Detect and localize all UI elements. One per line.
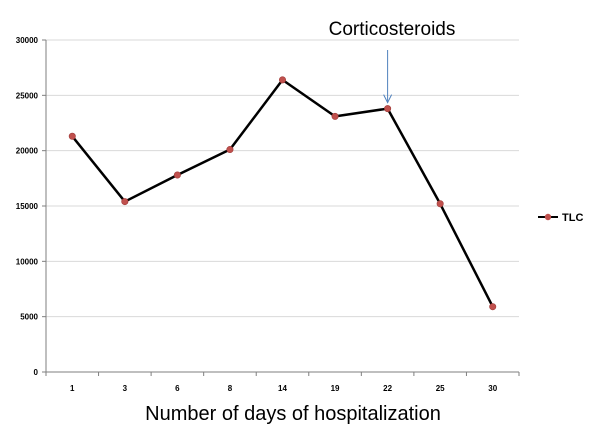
legend: TLC bbox=[538, 212, 583, 224]
y-tick-label: 30000 bbox=[16, 36, 39, 45]
x-tick-label: 14 bbox=[278, 384, 287, 393]
annotation-label: Corticosteroids bbox=[329, 19, 456, 40]
y-tick-label: 5000 bbox=[20, 313, 38, 322]
legend-label-tlc: TLC bbox=[562, 212, 583, 224]
data-point bbox=[121, 198, 129, 206]
x-tick-label: 6 bbox=[175, 384, 180, 393]
x-axis-title: Number of days of hospitalization bbox=[145, 403, 441, 425]
y-tick-label: 25000 bbox=[16, 91, 39, 100]
series-line bbox=[71, 78, 494, 308]
y-tick-label: 10000 bbox=[16, 257, 39, 266]
annotation-arrow-head bbox=[383, 94, 393, 104]
x-tick-label: 25 bbox=[436, 384, 445, 393]
data-point bbox=[278, 76, 286, 84]
x-tick-label: 19 bbox=[331, 384, 340, 393]
data-point bbox=[331, 112, 339, 120]
y-tick-label: 0 bbox=[34, 368, 39, 377]
x-tick-label: 1 bbox=[70, 384, 75, 393]
x-tick-label: 22 bbox=[383, 384, 392, 393]
data-point bbox=[436, 200, 444, 208]
x-tick-label: 8 bbox=[228, 384, 233, 393]
x-tick-labels: 1 3 6 8 14 19 22 25 30 bbox=[70, 384, 498, 393]
y-tick-label: 20000 bbox=[16, 147, 39, 156]
x-tick-label: 30 bbox=[488, 384, 497, 393]
gridlines bbox=[46, 39, 519, 318]
legend-marker-swatch bbox=[544, 213, 552, 221]
data-point bbox=[68, 132, 76, 140]
series-tlc bbox=[68, 76, 497, 311]
x-tick-label: 3 bbox=[123, 384, 128, 393]
y-tick-labels: 0 5000 10000 15000 20000 25000 30000 bbox=[16, 36, 39, 377]
data-point bbox=[384, 105, 392, 113]
data-point bbox=[226, 146, 234, 154]
y-tick-label: 15000 bbox=[16, 202, 39, 211]
data-point bbox=[173, 171, 181, 179]
annotation: Corticosteroids bbox=[329, 19, 456, 104]
axes bbox=[42, 39, 520, 376]
data-point bbox=[489, 303, 497, 311]
